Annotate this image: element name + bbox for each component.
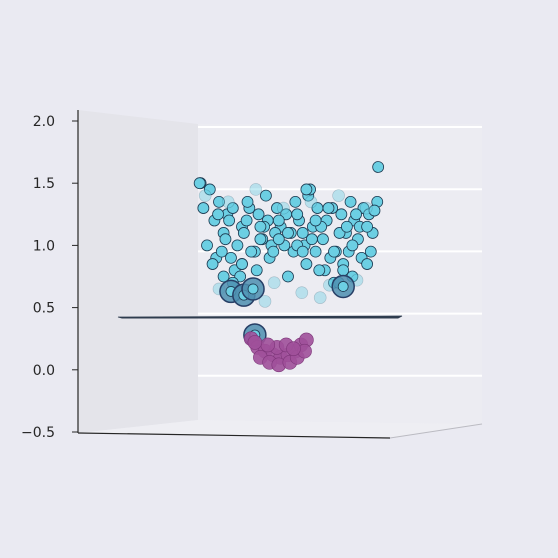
data-point bbox=[198, 189, 212, 202]
data-point bbox=[272, 233, 285, 246]
data-point bbox=[313, 291, 327, 304]
data-point bbox=[282, 270, 294, 283]
data-point bbox=[335, 208, 348, 221]
data-point bbox=[250, 264, 263, 277]
floor-pane bbox=[78, 420, 482, 438]
z-tick-label: 1.5 bbox=[33, 176, 55, 192]
data-point bbox=[346, 239, 359, 252]
data-point bbox=[249, 183, 263, 196]
data-point bbox=[291, 208, 304, 221]
data-point bbox=[237, 227, 250, 239]
data-point bbox=[206, 258, 219, 270]
data-point bbox=[300, 258, 313, 270]
axes-panes bbox=[78, 110, 482, 438]
data-point bbox=[267, 245, 280, 258]
x-axis-line bbox=[77, 432, 391, 439]
z-tick-label: 0.0 bbox=[33, 363, 55, 379]
data-point bbox=[372, 161, 385, 173]
data-point bbox=[332, 189, 345, 202]
data-point bbox=[322, 202, 335, 214]
data-point bbox=[317, 233, 329, 246]
data-point bbox=[340, 220, 353, 233]
data-point bbox=[212, 208, 224, 221]
z-tick-label: −0.5 bbox=[21, 425, 55, 441]
data-point bbox=[201, 239, 213, 252]
data-point bbox=[296, 227, 309, 239]
data-point bbox=[328, 245, 340, 258]
data-point bbox=[359, 201, 373, 215]
data-point bbox=[247, 335, 263, 350]
data-point bbox=[300, 183, 313, 196]
data-point bbox=[221, 195, 235, 209]
data-point bbox=[272, 214, 285, 227]
separating-plane bbox=[117, 315, 403, 319]
data-point bbox=[286, 341, 301, 356]
data-point bbox=[247, 283, 259, 295]
data-point bbox=[197, 202, 210, 214]
data-point bbox=[241, 195, 254, 208]
data-point bbox=[364, 245, 377, 258]
data-point bbox=[289, 195, 302, 208]
data-point bbox=[361, 220, 374, 233]
data-point bbox=[213, 195, 225, 208]
z-tick-label: 1.0 bbox=[33, 238, 55, 254]
data-point bbox=[309, 214, 322, 227]
data-point bbox=[361, 258, 374, 270]
left-pane bbox=[78, 110, 198, 433]
points-lower-layer bbox=[243, 331, 314, 373]
data-point bbox=[258, 295, 272, 308]
plane-edge bbox=[117, 315, 403, 319]
data-point bbox=[260, 337, 276, 353]
data-point bbox=[304, 195, 318, 209]
y-axis-line bbox=[389, 423, 483, 439]
data-point bbox=[245, 245, 258, 258]
data-point bbox=[236, 258, 248, 270]
z-tick-label: 0.5 bbox=[33, 301, 55, 317]
data-point bbox=[217, 270, 230, 283]
data-point bbox=[203, 183, 216, 196]
data-point bbox=[271, 202, 283, 214]
data-point bbox=[215, 245, 228, 258]
data-point bbox=[309, 245, 322, 258]
data-point bbox=[313, 264, 326, 277]
data-point bbox=[295, 286, 309, 299]
axis-lines bbox=[77, 110, 483, 439]
points-upper-layer bbox=[193, 161, 385, 347]
data-point bbox=[337, 281, 349, 292]
data-point bbox=[240, 214, 253, 227]
data-point bbox=[368, 204, 381, 217]
data-point bbox=[219, 233, 232, 246]
data-point bbox=[254, 233, 267, 246]
z-axis-ticks: 2.0 1.5 1.0 0.5 0.0 −0.5 bbox=[21, 114, 78, 441]
data-point bbox=[254, 220, 267, 233]
data-point bbox=[231, 239, 244, 252]
data-point bbox=[350, 208, 362, 221]
data-point bbox=[260, 189, 272, 202]
data-point bbox=[226, 202, 239, 214]
data-point bbox=[267, 276, 281, 290]
data-point bbox=[344, 195, 357, 208]
data-point bbox=[277, 201, 290, 215]
data-point bbox=[306, 233, 318, 246]
data-point bbox=[282, 227, 294, 239]
data-point bbox=[252, 208, 265, 221]
data-point bbox=[223, 214, 236, 227]
data-point bbox=[193, 177, 206, 190]
data-point bbox=[296, 245, 309, 258]
z-tick-label: 2.0 bbox=[33, 114, 55, 130]
data-point bbox=[225, 251, 237, 264]
